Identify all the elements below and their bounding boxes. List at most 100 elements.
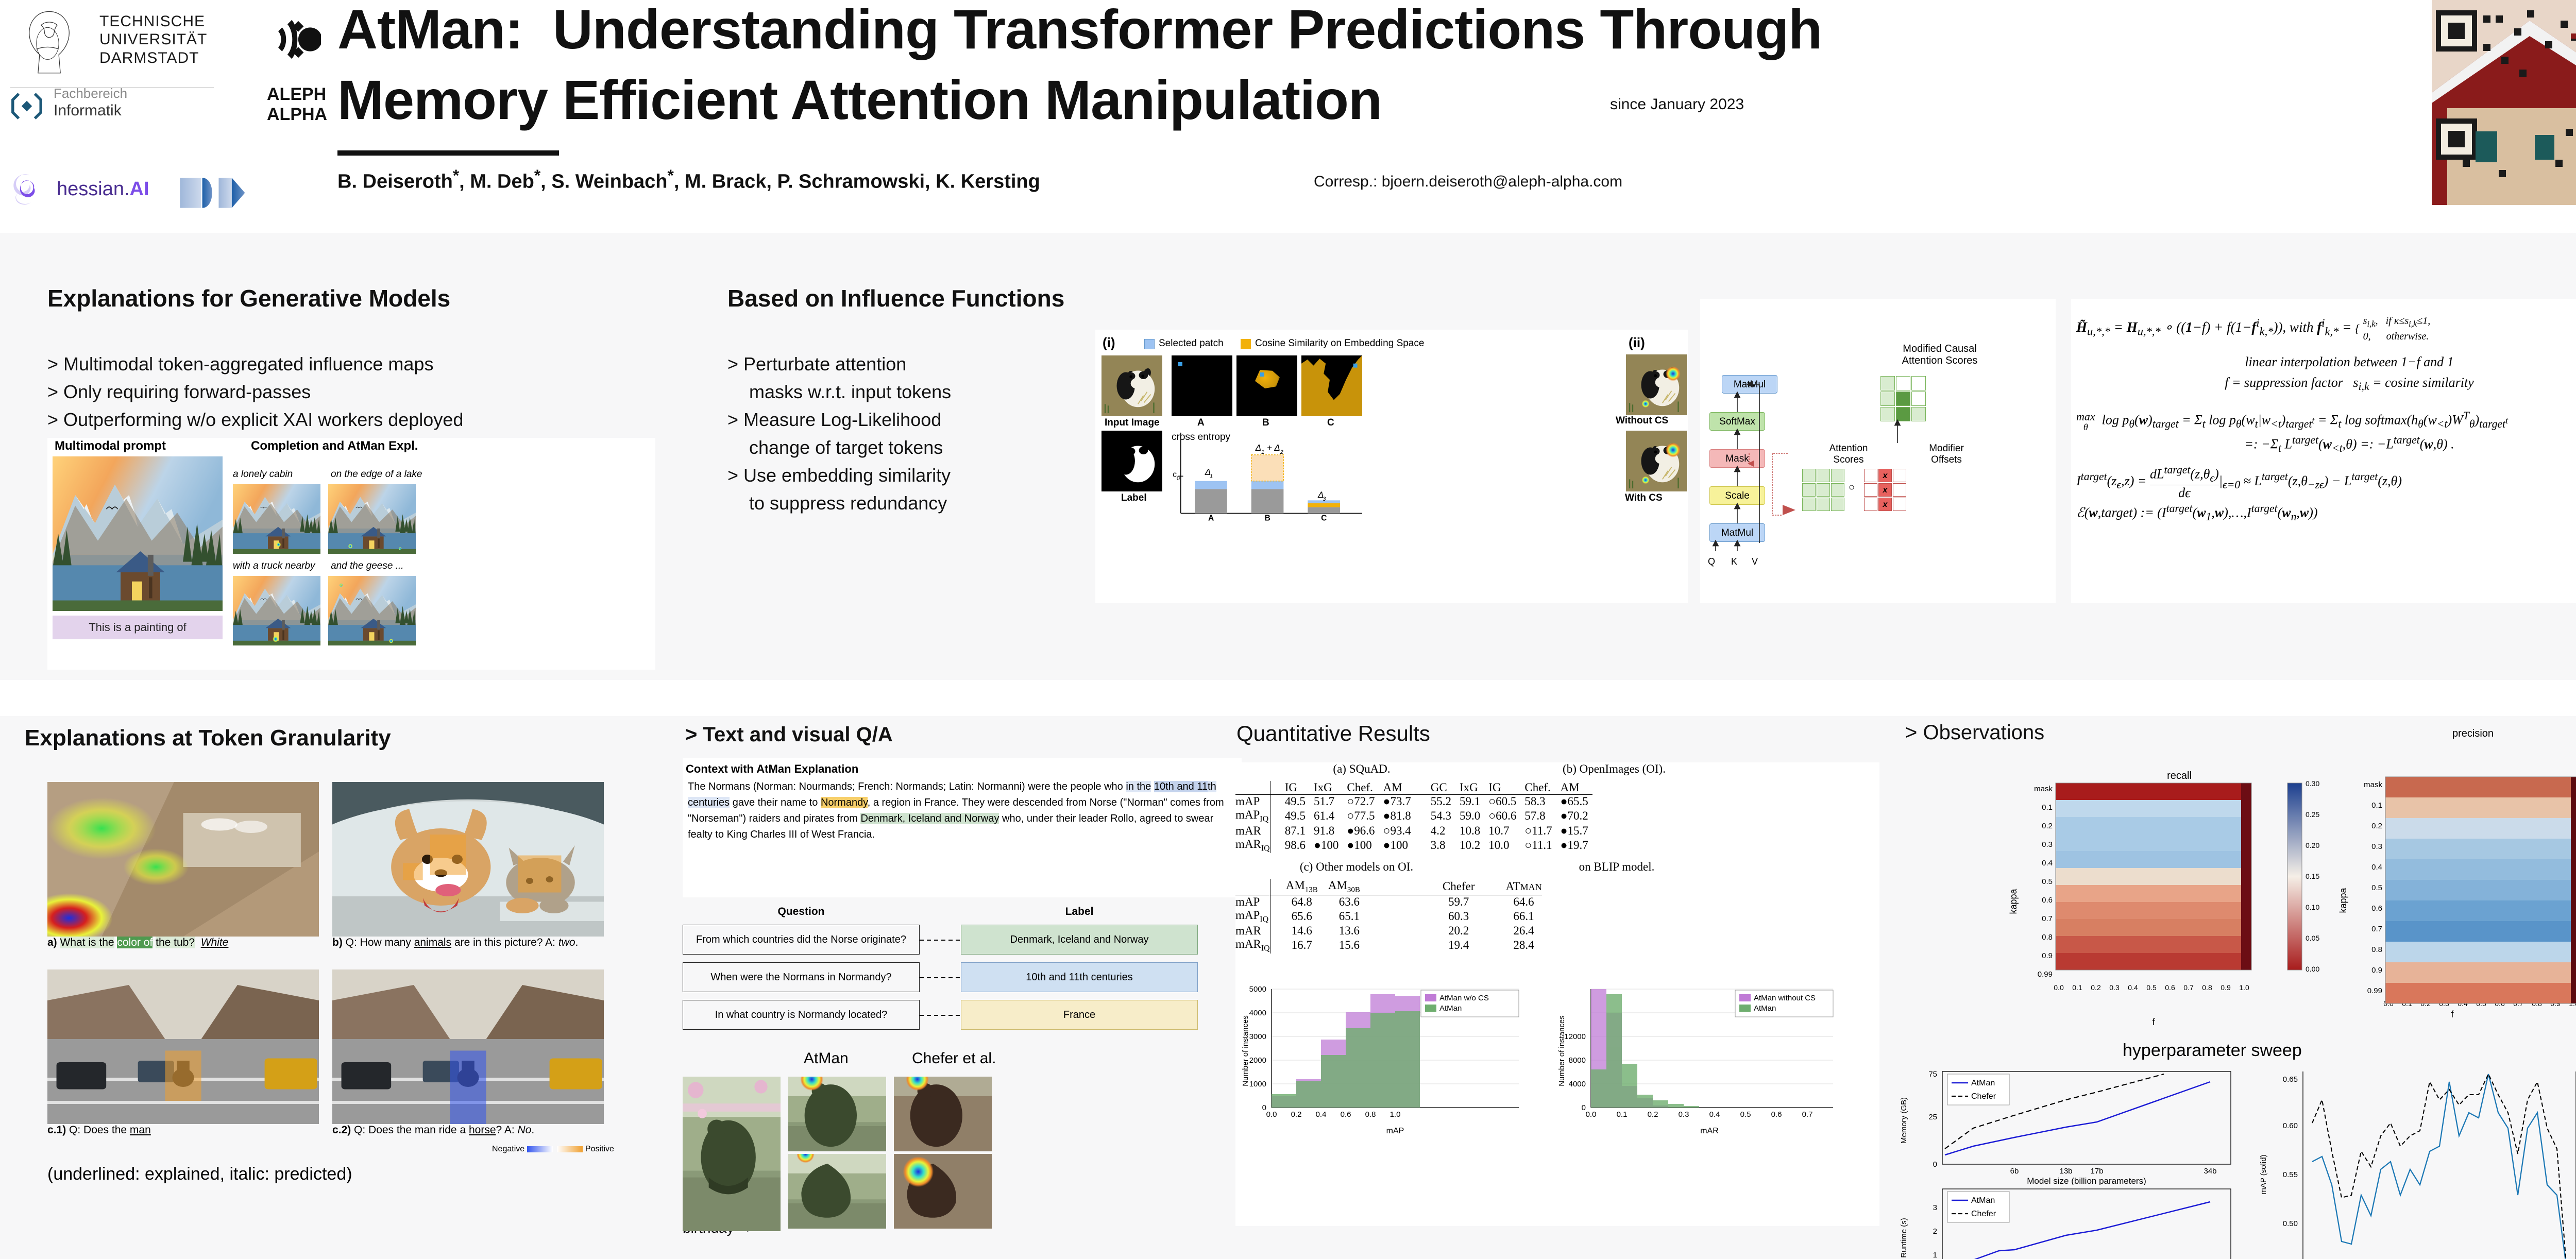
svg-text:0.6: 0.6 [2165, 983, 2175, 992]
svg-text:0.2: 0.2 [1291, 1110, 1302, 1119]
svg-text:3000: 3000 [1249, 1032, 1266, 1041]
svg-text:0.7: 0.7 [2183, 983, 2194, 992]
svg-text:0.4: 0.4 [2128, 983, 2138, 992]
svg-text:2: 2 [1933, 1227, 1937, 1236]
svg-text:Memory (GB): Memory (GB) [1900, 1097, 1908, 1144]
svg-text:8000: 8000 [1569, 1056, 1586, 1065]
svg-text:0.5: 0.5 [1740, 1110, 1751, 1119]
svg-text:0.1: 0.1 [2371, 801, 2382, 810]
svg-text:4000: 4000 [1569, 1080, 1586, 1088]
svg-text:0.20: 0.20 [2306, 841, 2319, 849]
svg-text:0.4: 0.4 [2371, 863, 2382, 872]
svg-text:0.50: 0.50 [2283, 1219, 2298, 1228]
svg-text:1.0: 1.0 [1390, 1110, 1401, 1119]
svg-text:AtMan: AtMan [1439, 1004, 1462, 1013]
svg-text:2000: 2000 [1249, 1056, 1266, 1065]
svg-text:0.9: 0.9 [2221, 983, 2231, 992]
svg-text:AtMan: AtMan [1971, 1196, 1995, 1205]
svg-text:1: 1 [1210, 473, 1213, 479]
svg-text:0.30: 0.30 [2306, 779, 2319, 788]
svg-text:C: C [1321, 514, 1327, 521]
svg-text:0.10: 0.10 [2306, 903, 2319, 911]
svg-text:mask: mask [2034, 785, 2053, 793]
svg-text:0.8: 0.8 [2202, 983, 2212, 992]
svg-text:0.5: 0.5 [2146, 983, 2157, 992]
svg-text:AtMan: AtMan [1971, 1079, 1995, 1087]
svg-text:0.1: 0.1 [2072, 983, 2082, 992]
svg-text:0.99: 0.99 [2367, 986, 2382, 995]
svg-text:f: f [2152, 1017, 2155, 1025]
svg-text:0.9: 0.9 [2371, 966, 2382, 975]
svg-text:kappa: kappa [2009, 888, 2019, 914]
svg-text:0.0: 0.0 [2054, 983, 2064, 992]
svg-text:0.8: 0.8 [2042, 933, 2053, 942]
svg-text:4000: 4000 [1249, 1009, 1266, 1017]
svg-text:Number of instances: Number of instances [1241, 1015, 1250, 1086]
svg-text:1.0: 1.0 [2239, 983, 2249, 992]
svg-text:12000: 12000 [1564, 1032, 1586, 1041]
svg-text:A: A [1208, 514, 1214, 521]
svg-text:0.8: 0.8 [1365, 1110, 1376, 1119]
svg-text:0.15: 0.15 [2306, 872, 2319, 880]
svg-text:0.25: 0.25 [2306, 810, 2319, 819]
svg-text:0.99: 0.99 [2038, 970, 2053, 979]
svg-text:0.6: 0.6 [1341, 1110, 1351, 1119]
svg-text:1000: 1000 [1249, 1080, 1266, 1088]
svg-text:0.5: 0.5 [2042, 877, 2053, 886]
svg-text:0.6: 0.6 [1771, 1110, 1782, 1119]
svg-text:mAP: mAP [1386, 1127, 1404, 1135]
svg-text:0.3: 0.3 [1679, 1110, 1689, 1119]
svg-text:0.3: 0.3 [2371, 842, 2382, 851]
svg-text:0.7: 0.7 [2042, 914, 2053, 923]
svg-text:0.2: 0.2 [2091, 983, 2101, 992]
svg-text:AtMan without CS: AtMan without CS [1754, 994, 1816, 1002]
svg-text:0.55: 0.55 [2283, 1170, 2298, 1179]
svg-text:3: 3 [1323, 496, 1326, 502]
svg-text:0.5: 0.5 [2371, 883, 2382, 892]
svg-text:0.6: 0.6 [2042, 896, 2053, 905]
svg-text:0.65: 0.65 [2283, 1075, 2298, 1084]
svg-text:AtMan: AtMan [1754, 1004, 1776, 1013]
svg-text:mAR: mAR [1700, 1127, 1719, 1135]
svg-text:0.05: 0.05 [2306, 934, 2319, 942]
svg-text:0.00: 0.00 [2306, 965, 2319, 973]
svg-text:0.2: 0.2 [2042, 822, 2053, 830]
svg-text:0.0: 0.0 [1266, 1110, 1277, 1119]
svg-text:Number of instances: Number of instances [1557, 1015, 1566, 1086]
svg-text:0.3: 0.3 [2042, 840, 2053, 849]
svg-text:kappa: kappa [2339, 887, 2348, 913]
svg-text:Δ1 + Δ2: Δ1 + Δ2 [1255, 443, 1283, 455]
svg-text:0.60: 0.60 [2283, 1121, 2298, 1130]
svg-text:75: 75 [1928, 1070, 1937, 1079]
svg-text:3: 3 [1933, 1203, 1937, 1212]
svg-text:0.4: 0.4 [1709, 1110, 1720, 1119]
svg-text:17b: 17b [2090, 1167, 2103, 1176]
svg-text:0.2: 0.2 [1648, 1110, 1658, 1119]
svg-text:Runtime (s): Runtime (s) [1900, 1218, 1908, 1258]
svg-text:recall: recall [2167, 770, 2192, 781]
svg-text:0: 0 [1933, 1160, 1937, 1169]
svg-text:0.7: 0.7 [2371, 925, 2382, 933]
svg-text:mask: mask [2364, 780, 2382, 789]
svg-text:0.8: 0.8 [2371, 945, 2382, 954]
svg-text:Chefer: Chefer [1971, 1210, 1996, 1218]
svg-text:1: 1 [1933, 1251, 1937, 1259]
svg-text:0.4: 0.4 [1316, 1110, 1327, 1119]
svg-text:0.1: 0.1 [1617, 1110, 1628, 1119]
svg-text:0.1: 0.1 [2042, 803, 2053, 812]
svg-text:0.6: 0.6 [2371, 904, 2382, 913]
svg-text:B: B [1265, 514, 1270, 521]
svg-text:0.3: 0.3 [2109, 983, 2120, 992]
svg-text:0.0: 0.0 [1586, 1110, 1597, 1119]
svg-text:0.4: 0.4 [2042, 859, 2053, 867]
svg-text:13b: 13b [2059, 1167, 2072, 1176]
svg-text:25: 25 [1928, 1113, 1937, 1121]
svg-text:5000: 5000 [1249, 985, 1266, 994]
svg-text:precision: precision [2452, 728, 2494, 739]
svg-text:0.2: 0.2 [2371, 822, 2382, 830]
svg-text:0.9: 0.9 [2042, 951, 2053, 960]
svg-text:mAP (solid): mAP (solid) [2259, 1154, 2268, 1194]
svg-text:Chefer: Chefer [1971, 1092, 1996, 1101]
svg-text:f: f [2451, 1009, 2454, 1019]
svg-text:0.7: 0.7 [1802, 1110, 1813, 1119]
